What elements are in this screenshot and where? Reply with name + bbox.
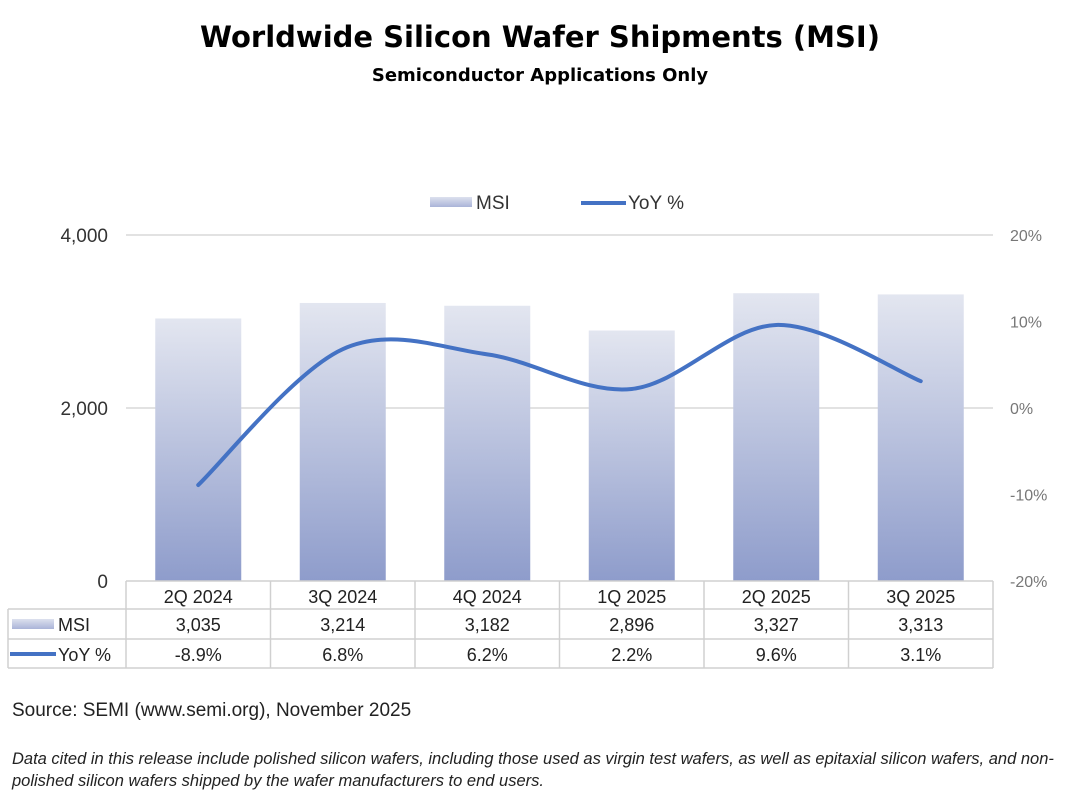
y-left-tick-label: 0: [97, 572, 108, 593]
y-right-tick-label: -10%: [1010, 488, 1047, 505]
table-row-label-msi: MSI: [58, 615, 90, 635]
x-category-label: 3Q 2024: [308, 587, 377, 607]
table-msi-swatch: [12, 619, 54, 629]
x-category-label: 3Q 2025: [886, 587, 955, 607]
y-right-tick-label: 10%: [1010, 315, 1042, 332]
bar-msi: [733, 293, 820, 581]
line-yoy: [196, 322, 923, 487]
x-category-label: 2Q 2025: [742, 587, 811, 607]
y-left-tick-label: 4,000: [60, 226, 108, 247]
bar-msi: [588, 330, 675, 581]
legend-yoy-label: YoY %: [628, 193, 684, 214]
bar-msi: [877, 294, 964, 581]
x-category-label: 2Q 2024: [164, 587, 233, 607]
y-right-tick-label: 0%: [1010, 401, 1033, 418]
table-cell-yoy: 9.6%: [756, 645, 797, 665]
table-cell-yoy: 6.2%: [467, 645, 508, 665]
source-text: Source: SEMI (www.semi.org), November 20…: [12, 700, 412, 721]
table-cell-msi: 3,214: [320, 615, 365, 635]
table-cell-yoy: 2.2%: [611, 645, 652, 665]
table-cell-msi: 3,327: [754, 615, 799, 635]
y-left-tick-label: 2,000: [60, 399, 108, 420]
bar-msi: [155, 318, 242, 581]
table-cell-yoy: -8.9%: [175, 645, 222, 665]
table-cell-msi: 2,896: [609, 615, 654, 635]
chart: 0 2,000 4,000 -20% -10% 0% 10% 20% MSI YoY % 2Q 20…: [7, 193, 1047, 669]
x-category-label: 1Q 2025: [597, 587, 666, 607]
table-cell-msi: 3,035: [176, 615, 221, 635]
y-right-tick-label: 20%: [1010, 228, 1042, 245]
bar-msi: [299, 302, 386, 581]
table-cell-yoy: 3.1%: [900, 645, 941, 665]
chart-subtitle: Semiconductor Applications Only: [371, 65, 709, 86]
y-right-tick-label: -20%: [1010, 574, 1047, 591]
table-row-label-yoy: YoY %: [58, 645, 111, 665]
legend-msi-swatch: [430, 197, 472, 207]
table-cell-msi: 3,182: [465, 615, 510, 635]
x-category-label: 4Q 2024: [453, 587, 522, 607]
bar-msi: [444, 305, 531, 581]
legend-msi-label: MSI: [476, 193, 510, 214]
footnote: Data cited in this release include polis…: [12, 750, 1054, 790]
table-cell-msi: 3,313: [898, 615, 943, 635]
chart-title: Worldwide Silicon Wafer Shipments (MSI): [200, 20, 880, 54]
table-cell-yoy: 6.8%: [322, 645, 363, 665]
